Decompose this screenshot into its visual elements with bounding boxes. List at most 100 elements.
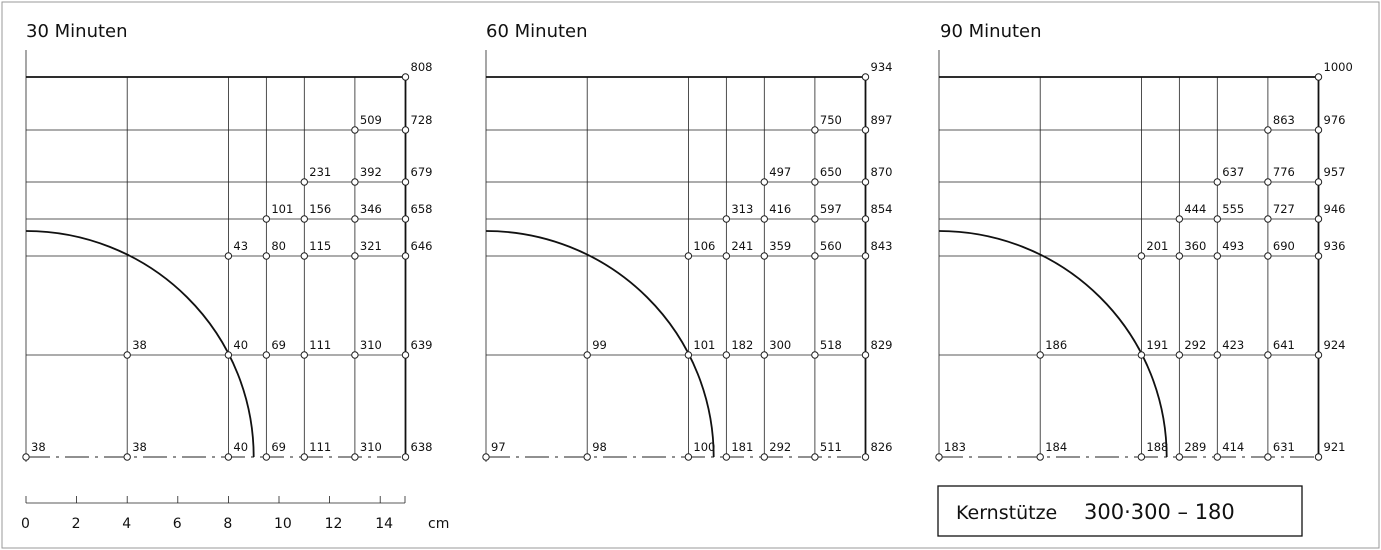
temperature-value: 509 — [360, 113, 382, 127]
measurement-node — [1175, 351, 1184, 359]
measurement-node — [1264, 351, 1272, 359]
column-section-outline — [25, 230, 255, 458]
temperature-value: 69 — [271, 440, 286, 454]
scale-tick-label: 6 — [173, 516, 182, 532]
temperature-value: 292 — [1184, 338, 1206, 352]
temperature-value: 313 — [731, 202, 753, 216]
temperature-value: 750 — [820, 113, 842, 127]
measurement-node — [684, 252, 693, 260]
temperature-value: 100 — [693, 440, 715, 454]
temperature-value: 641 — [1273, 338, 1295, 352]
scale-tick-label: 4 — [122, 516, 131, 532]
temperature-value: 99 — [592, 338, 607, 352]
measurement-node — [1175, 453, 1184, 461]
measurement-node — [401, 215, 410, 223]
temperature-value: 38 — [132, 440, 147, 454]
temperature-value: 493 — [1222, 239, 1244, 253]
temperature-value: 518 — [820, 338, 842, 352]
temperature-value: 646 — [411, 239, 433, 253]
temperature-value: 201 — [1146, 239, 1168, 253]
temperature-value: 310 — [360, 440, 382, 454]
temperature-value: 292 — [769, 440, 791, 454]
scale-tick-label: 8 — [223, 516, 232, 532]
measurement-node — [684, 453, 693, 461]
temperature-value: 897 — [871, 113, 893, 127]
measurement-node — [482, 453, 490, 461]
caption-box: Kernstütze 300·300 – 180 — [937, 485, 1303, 537]
temperature-value: 416 — [769, 202, 791, 216]
panel-2: 60 Minuten 934 750 897 497 650 870 313 416 597 854… — [482, 21, 893, 462]
panel-title: 30 Minuten — [26, 21, 128, 42]
temperature-value: 727 — [1273, 202, 1295, 216]
measurement-node — [401, 252, 410, 260]
temperature-value: 639 — [411, 338, 433, 352]
panel-3: 90 Minuten 1000 863 976 637 776 957 444 555 727 94… — [935, 21, 1353, 462]
temperature-value: 101 — [271, 202, 293, 216]
measurement-node — [123, 351, 131, 359]
measurement-node — [583, 351, 591, 359]
measurement-node — [1137, 252, 1146, 260]
scale-tick-label: 14 — [375, 516, 393, 532]
panel-title: 60 Minuten — [486, 21, 588, 42]
scale-tick-label: 2 — [72, 516, 81, 532]
temperature-value: 934 — [871, 60, 893, 74]
temperature-value: 186 — [1045, 338, 1067, 352]
measurement-node — [861, 126, 870, 134]
measurement-node — [123, 453, 131, 461]
measurement-node — [401, 73, 410, 81]
measurement-node — [300, 178, 308, 186]
measurement-node — [1175, 252, 1184, 260]
measurement-node — [760, 215, 768, 223]
measurement-node — [861, 252, 870, 260]
temperature-value: 560 — [820, 239, 842, 253]
caption-dims: 300·300 – 180 — [1084, 500, 1235, 524]
panel-title: 90 Minuten — [940, 21, 1042, 42]
measurement-node — [1213, 453, 1222, 461]
measurement-node — [861, 178, 870, 186]
temperature-value: 808 — [411, 60, 433, 74]
temperature-value: 638 — [411, 440, 433, 454]
measurement-node — [722, 252, 731, 260]
temperature-value: 597 — [820, 202, 842, 216]
measurement-node — [22, 453, 30, 461]
caption-label: Kernstütze — [956, 502, 1057, 524]
measurement-node — [351, 215, 359, 223]
measurement-node — [1137, 453, 1146, 461]
measurement-node — [1264, 215, 1272, 223]
measurement-node — [1314, 178, 1323, 186]
temperature-value: 101 — [693, 338, 715, 352]
scale-tick-label: 10 — [274, 516, 292, 532]
temperature-value: 497 — [769, 165, 791, 179]
temperature-value: 511 — [820, 440, 842, 454]
temperature-value: 843 — [871, 239, 893, 253]
temperature-value: 679 — [411, 165, 433, 179]
temperature-value: 976 — [1324, 113, 1346, 127]
measurement-node — [351, 453, 359, 461]
temperature-value: 360 — [1184, 239, 1206, 253]
temperature-value: 181 — [731, 440, 753, 454]
temperature-value: 69 — [271, 338, 286, 352]
temperature-value: 423 — [1222, 338, 1244, 352]
temperature-value: 637 — [1222, 165, 1244, 179]
measurement-node — [300, 215, 308, 223]
measurement-node — [262, 215, 271, 223]
measurement-node — [351, 252, 359, 260]
temperature-value: 863 — [1273, 113, 1295, 127]
measurement-node — [1036, 351, 1044, 359]
measurement-node — [262, 453, 271, 461]
temperature-value: 359 — [769, 239, 791, 253]
temperature-value: 829 — [871, 338, 893, 352]
measurement-node — [722, 215, 731, 223]
measurement-node — [401, 351, 410, 359]
scale-bar: 0 2 4 6 8 10 12 14 cm — [21, 496, 449, 532]
temperature-value: 921 — [1324, 440, 1346, 454]
temperature-value: 658 — [411, 202, 433, 216]
measurement-node — [1213, 252, 1222, 260]
temperature-value: 231 — [309, 165, 331, 179]
temperature-value: 776 — [1273, 165, 1295, 179]
measurement-node — [1314, 215, 1323, 223]
scale-unit: cm — [428, 516, 449, 532]
measurement-node — [401, 178, 410, 186]
measurement-node — [760, 252, 768, 260]
temperature-value: 300 — [769, 338, 791, 352]
